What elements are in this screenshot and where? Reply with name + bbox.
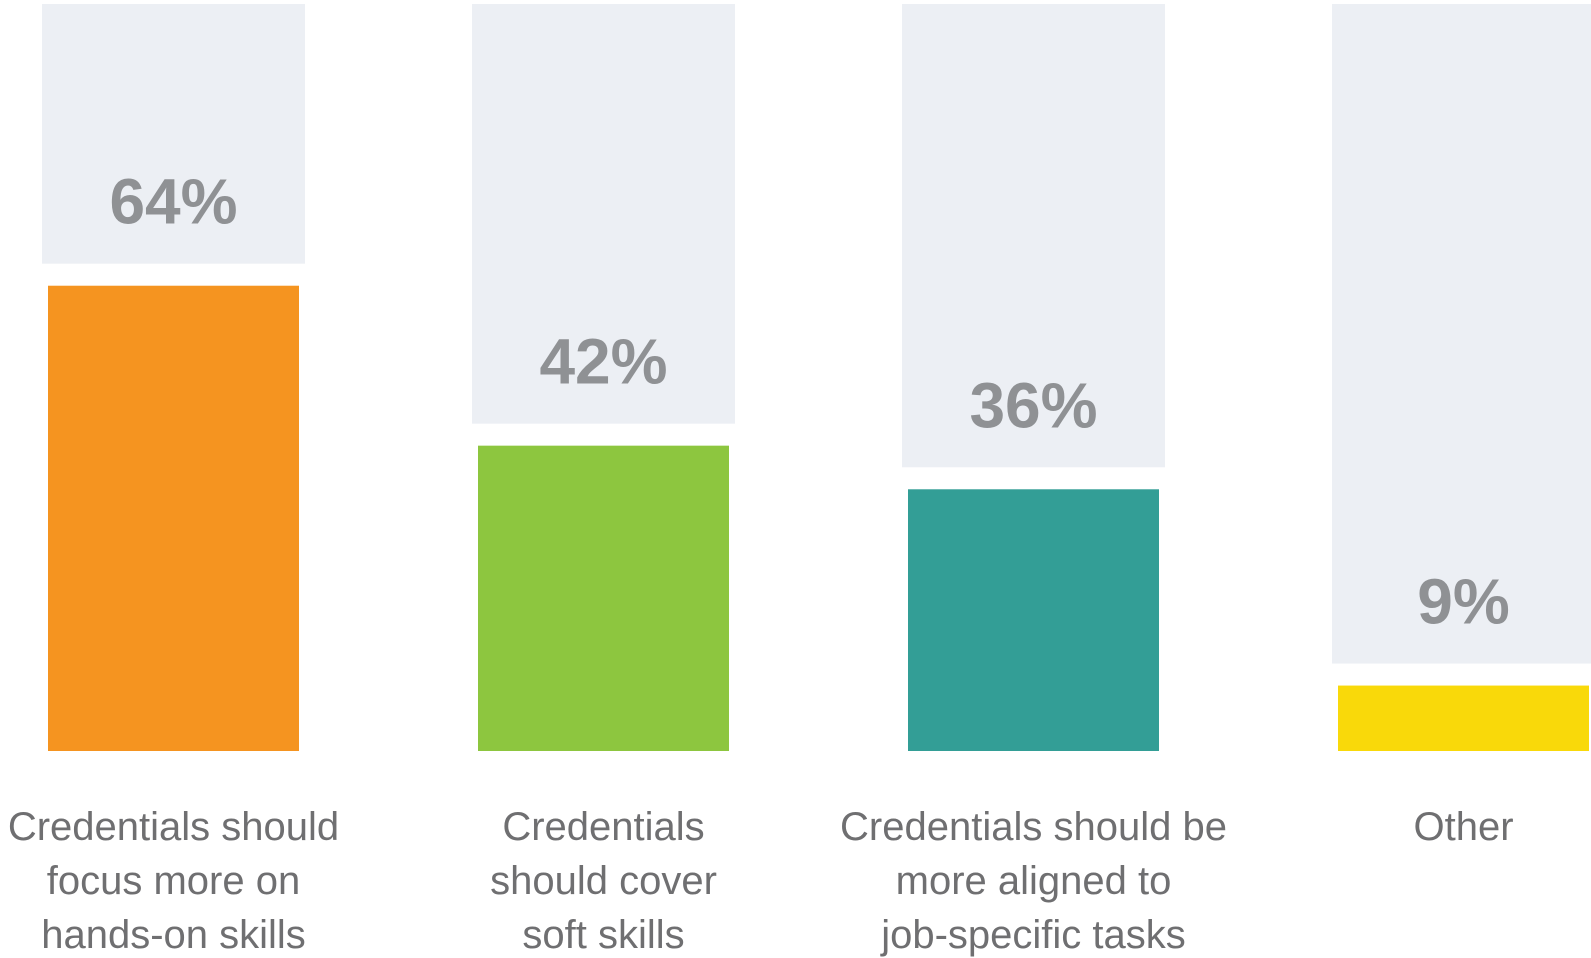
category-label-3-line-3: job-specific tasks bbox=[880, 913, 1186, 957]
value-label-4: 9% bbox=[1417, 566, 1510, 638]
category-label-1-line-1: Credentials should bbox=[8, 805, 339, 849]
category-label-1-line-2: focus more on bbox=[47, 859, 300, 903]
category-label-1-line-3: hands-on skills bbox=[41, 913, 306, 957]
category-label-3-line-2: more aligned to bbox=[896, 859, 1172, 903]
bar-1 bbox=[48, 285, 299, 751]
bar-2 bbox=[478, 445, 729, 751]
value-label-2: 42% bbox=[539, 326, 667, 398]
category-label-2-line-3: soft skills bbox=[522, 913, 684, 957]
category-label-3-line-1: Credentials should be bbox=[840, 805, 1227, 849]
value-label-3: 36% bbox=[969, 369, 1097, 441]
value-label-1: 64% bbox=[109, 166, 237, 238]
bar-background-2 bbox=[472, 4, 735, 424]
bar-background-4 bbox=[1332, 4, 1591, 664]
bar-background-3 bbox=[902, 4, 1165, 468]
category-label-2-line-2: should cover bbox=[490, 859, 717, 903]
category-label-2-line-1: Credentials bbox=[502, 805, 704, 849]
bar-3 bbox=[908, 489, 1159, 751]
bar-4 bbox=[1338, 685, 1589, 751]
category-label-4-line-1: Other bbox=[1413, 805, 1513, 849]
bar-background-1 bbox=[42, 4, 305, 264]
